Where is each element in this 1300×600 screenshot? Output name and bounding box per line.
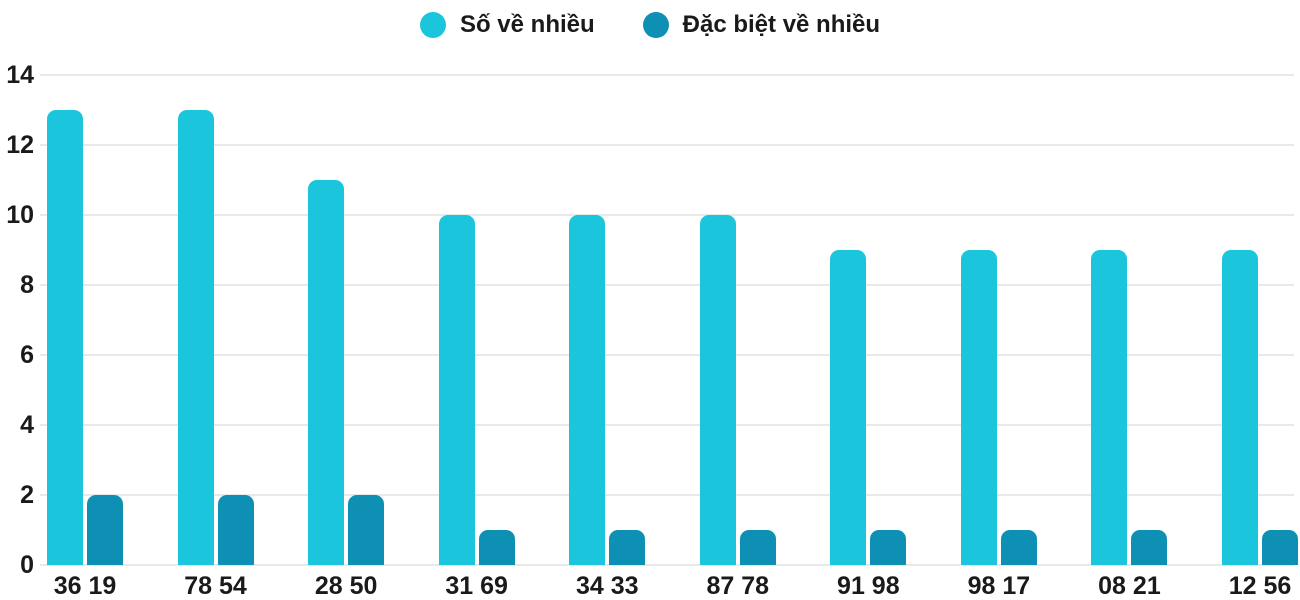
bar-so-ve-nhieu[interactable] xyxy=(438,215,475,565)
bar-so-ve-nhieu[interactable] xyxy=(308,180,345,565)
legend-item-dac-biet-ve-nhieu[interactable]: Đặc biệt về nhiều xyxy=(642,11,881,38)
bar-dac-biet-ve-nhieu[interactable] xyxy=(87,495,123,565)
x-axis-category-label: 34 33 xyxy=(575,572,639,600)
bar-so-ve-nhieu[interactable] xyxy=(830,250,867,565)
bar-dac-biet-ve-nhieu[interactable] xyxy=(609,530,646,565)
bar-so-ve-nhieu[interactable] xyxy=(47,110,83,565)
y-axis-tick-label: 12 xyxy=(6,131,34,159)
x-axis-category-label: 28 50 xyxy=(314,572,378,600)
x-axis-category-label: 12 56 xyxy=(1228,572,1292,600)
bar-dac-biet-ve-nhieu[interactable] xyxy=(1131,530,1168,565)
x-axis-category-label: 08 21 xyxy=(1098,572,1161,600)
gridline xyxy=(40,214,1294,216)
bar-dac-biet-ve-nhieu[interactable] xyxy=(739,530,776,565)
x-axis-category-label: 87 78 xyxy=(706,572,770,600)
bar-so-ve-nhieu[interactable] xyxy=(569,215,606,565)
gridline xyxy=(40,74,1294,76)
gridline xyxy=(40,494,1294,496)
gridline xyxy=(40,354,1294,356)
y-axis-tick-label: 14 xyxy=(6,61,34,89)
legend-label: Đặc biệt về nhiều xyxy=(682,11,881,38)
legend-label: Số về nhiều xyxy=(459,11,595,38)
bar-so-ve-nhieu[interactable] xyxy=(1091,250,1128,565)
bar-dac-biet-ve-nhieu[interactable] xyxy=(870,530,907,565)
bar-so-ve-nhieu[interactable] xyxy=(1222,250,1258,565)
y-axis-tick-label: 2 xyxy=(20,481,34,509)
y-axis-tick-label: 6 xyxy=(20,341,34,369)
x-axis-category-label: 91 98 xyxy=(837,572,900,600)
y-axis-tick-label: 10 xyxy=(6,201,34,229)
bar-dac-biet-ve-nhieu[interactable] xyxy=(1000,530,1037,565)
x-axis-category-label: 78 54 xyxy=(184,572,247,600)
bar-dac-biet-ve-nhieu[interactable] xyxy=(217,495,254,565)
gridline xyxy=(40,424,1294,426)
gridline xyxy=(40,564,1294,566)
x-axis-category-label: 31 69 xyxy=(445,572,508,600)
bar-dac-biet-ve-nhieu[interactable] xyxy=(348,495,385,565)
bar-so-ve-nhieu[interactable] xyxy=(177,110,214,565)
legend-swatch-icon xyxy=(419,12,446,38)
gridline xyxy=(40,284,1294,286)
y-axis-tick-label: 0 xyxy=(20,551,34,579)
bar-dac-biet-ve-nhieu[interactable] xyxy=(478,530,515,565)
legend-item-so-ve-nhieu[interactable]: Số về nhiều xyxy=(419,11,595,38)
legend-swatch-icon xyxy=(642,12,669,38)
legend: Số về nhiều Đặc biệt về nhiều xyxy=(0,12,1300,38)
y-axis-tick-label: 8 xyxy=(20,271,34,299)
y-axis-tick-label: 4 xyxy=(20,411,34,439)
bar-so-ve-nhieu[interactable] xyxy=(960,250,997,565)
x-axis-category-label: 36 19 xyxy=(53,572,117,600)
gridline xyxy=(40,144,1294,146)
bar-so-ve-nhieu[interactable] xyxy=(699,215,736,565)
bar-dac-biet-ve-nhieu[interactable] xyxy=(1262,530,1298,565)
x-axis-category-label: 98 17 xyxy=(967,572,1031,600)
